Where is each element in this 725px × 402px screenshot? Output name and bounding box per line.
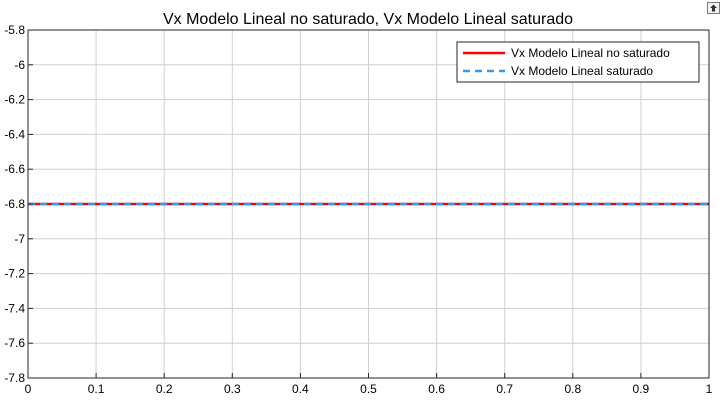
x-tick-label: 0.7 xyxy=(496,382,513,396)
x-tick-label: 1 xyxy=(706,382,713,396)
chart-title: Vx Modelo Lineal no saturado, Vx Modelo … xyxy=(163,11,573,28)
y-tick-label: -7 xyxy=(14,232,25,246)
x-tick-label: 0.4 xyxy=(292,382,309,396)
x-tick-label: 0.6 xyxy=(428,382,445,396)
legend-label-0: Vx Modelo Lineal no saturado xyxy=(511,46,670,60)
y-tick-label: -7.2 xyxy=(4,267,25,281)
y-tick-label: -6.6 xyxy=(4,162,25,176)
y-tick-label: -6.2 xyxy=(4,93,25,107)
x-tick-label: 0.5 xyxy=(360,382,377,396)
y-tick-label: -7.6 xyxy=(4,336,25,350)
x-tick-label: 0.8 xyxy=(564,382,581,396)
y-tick-label: -7.8 xyxy=(4,371,25,385)
legend-label-1: Vx Modelo Lineal saturado xyxy=(511,64,653,78)
y-tick-label: -6.8 xyxy=(4,197,25,211)
restore-axes-button[interactable] xyxy=(707,2,720,14)
restore-axes-icon xyxy=(710,4,717,12)
x-tick-label: 0 xyxy=(25,382,32,396)
y-tick-label: -5.8 xyxy=(4,23,25,37)
legend[interactable]: Vx Modelo Lineal no saturado Vx Modelo Li… xyxy=(456,41,700,83)
x-tick-label: 0.9 xyxy=(633,382,650,396)
y-axis: -5.8 -6 -6.2 -6.4 -6.6 -6.8 -7 -7.2 -7.4 -7.6 -7.8 xyxy=(4,23,33,385)
y-tick-label: -6 xyxy=(14,58,25,72)
legend-box xyxy=(456,41,700,83)
x-tick-label: 0.2 xyxy=(156,382,173,396)
y-tick-label: -7.4 xyxy=(4,301,25,315)
x-tick-label: 0.3 xyxy=(224,382,241,396)
y-tick-label: -6.4 xyxy=(4,127,25,141)
x-axis: 0 0.1 0.2 0.3 0.4 0.5 0.6 0.7 0.8 0.9 1 xyxy=(25,373,713,396)
x-tick-label: 0.1 xyxy=(88,382,105,396)
